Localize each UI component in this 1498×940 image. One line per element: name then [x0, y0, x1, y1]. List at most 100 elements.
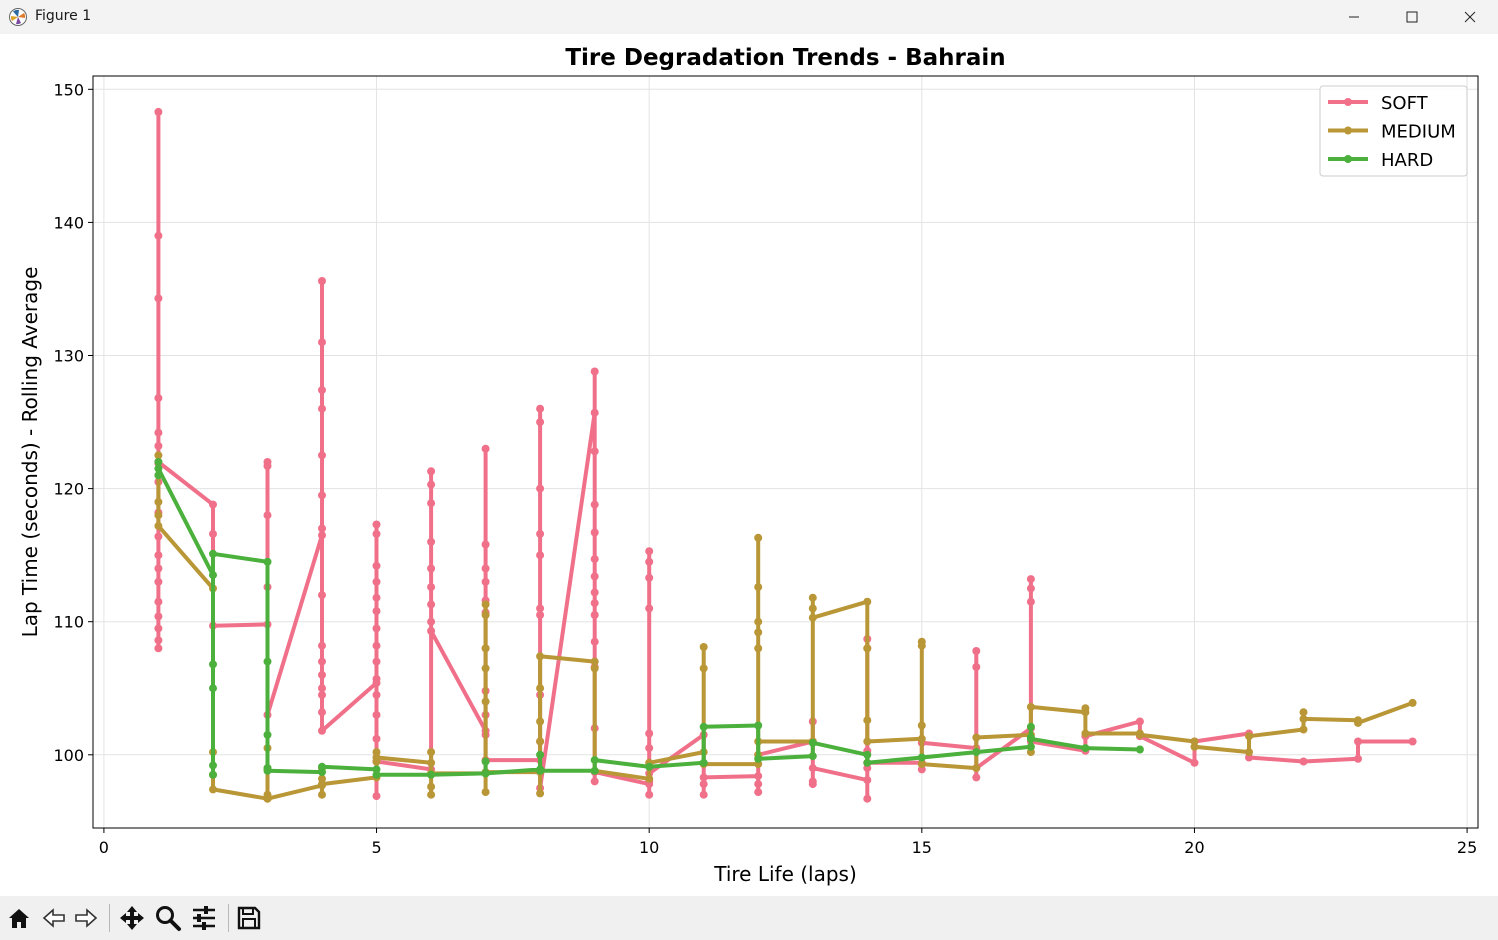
- data-point-medium: [481, 611, 490, 619]
- data-point-hard: [372, 770, 381, 779]
- data-point-soft: [372, 690, 381, 699]
- data-point-hard: [318, 762, 326, 771]
- window-titlebar: Figure 1: [0, 0, 1498, 34]
- close-button[interactable]: [1442, 0, 1498, 34]
- data-point-soft: [536, 611, 545, 619]
- save-button[interactable]: [233, 902, 265, 934]
- data-point-soft: [863, 794, 872, 803]
- legend-swatch-marker: [1344, 126, 1352, 135]
- data-point-medium: [1190, 742, 1199, 751]
- series-line-hard: [156, 460, 1142, 777]
- data-point-hard: [263, 557, 272, 566]
- window-title: Figure 1: [35, 8, 92, 24]
- data-point-medium: [1299, 725, 1308, 734]
- data-point-medium: [154, 511, 163, 520]
- data-point-medium: [917, 641, 926, 650]
- data-point-soft: [154, 644, 163, 653]
- series-hard: [154, 458, 1144, 779]
- data-point-soft: [590, 637, 599, 646]
- data-point-hard: [263, 657, 272, 666]
- data-point-hard: [863, 750, 872, 759]
- data-point-medium: [754, 617, 763, 626]
- data-point-soft: [536, 404, 545, 413]
- data-point-soft: [427, 583, 436, 592]
- data-point-soft: [372, 674, 381, 683]
- matplotlib-logo-icon: [9, 8, 27, 26]
- data-point-medium: [481, 664, 490, 673]
- data-point-soft: [318, 524, 326, 533]
- y-tick-label: 120: [53, 480, 84, 499]
- home-button[interactable]: [3, 902, 35, 934]
- data-point-soft: [372, 641, 381, 650]
- data-point-medium: [372, 753, 381, 762]
- data-point-soft: [372, 577, 381, 586]
- data-point-medium: [209, 785, 217, 794]
- data-point-soft: [1026, 575, 1035, 584]
- data-point-soft: [481, 540, 490, 549]
- data-point-medium: [1354, 718, 1362, 727]
- data-point-soft: [645, 790, 654, 799]
- zoom-icon: [156, 906, 181, 931]
- data-point-soft: [372, 529, 381, 538]
- data-point-medium: [863, 737, 872, 746]
- data-point-medium: [972, 733, 981, 742]
- data-point-soft: [209, 500, 217, 509]
- data-point-soft: [590, 611, 599, 619]
- data-point-soft: [154, 636, 163, 645]
- data-point-medium: [427, 790, 436, 799]
- data-point-hard: [972, 748, 981, 757]
- data-point-hard: [699, 758, 708, 767]
- y-tick-label: 100: [53, 746, 84, 765]
- data-point-hard: [808, 752, 817, 761]
- data-point-soft: [699, 780, 708, 789]
- data-point-soft: [427, 467, 436, 476]
- data-point-soft: [154, 532, 163, 541]
- configure-subplots-button[interactable]: [188, 902, 220, 934]
- data-point-hard: [1081, 744, 1090, 753]
- data-point-medium: [917, 760, 926, 769]
- figure-canvas: 0 5 10 15 20 25 100 110 120 130 140 150 Tire Degrada…: [0, 34, 1498, 894]
- close-icon: [1464, 11, 1476, 23]
- pan-button[interactable]: [116, 902, 148, 934]
- data-point-medium: [154, 497, 163, 506]
- x-tick-label: 10: [639, 838, 659, 857]
- data-point-hard: [1026, 722, 1035, 731]
- minimize-button[interactable]: [1326, 0, 1382, 34]
- data-point-hard: [699, 722, 708, 731]
- chart-title: Tire Degradation Trends - Bahrain: [565, 45, 1005, 71]
- data-point-soft: [645, 573, 654, 582]
- data-point-soft: [536, 604, 545, 613]
- y-tick-label: 140: [53, 213, 84, 232]
- home-icon: [9, 909, 29, 928]
- navigation-toolbar: [0, 896, 1498, 940]
- data-point-soft: [972, 773, 981, 782]
- data-point-medium: [154, 451, 163, 460]
- data-point-medium: [1026, 702, 1035, 711]
- data-point-medium: [427, 748, 436, 757]
- data-point-soft: [154, 231, 163, 240]
- data-point-soft: [645, 744, 654, 753]
- configure-subplots-icon: [193, 906, 215, 930]
- data-point-medium: [1245, 732, 1253, 741]
- data-point-soft: [372, 561, 381, 570]
- data-point-hard: [1135, 745, 1144, 754]
- back-button[interactable]: [38, 902, 70, 934]
- x-tick-label: 25: [1457, 838, 1477, 857]
- zoom-button[interactable]: [152, 902, 184, 934]
- data-point-soft: [481, 577, 490, 586]
- data-point-hard: [590, 766, 599, 775]
- data-point-soft: [154, 577, 163, 586]
- toolbar-separator: [109, 904, 110, 932]
- data-point-medium: [645, 774, 654, 783]
- forward-button[interactable]: [70, 902, 102, 934]
- data-point-medium: [808, 613, 817, 622]
- data-point-medium: [427, 782, 436, 791]
- data-point-soft: [318, 690, 326, 699]
- data-point-hard: [154, 464, 163, 473]
- data-point-hard: [209, 571, 217, 580]
- data-point-soft: [318, 708, 326, 717]
- legend-swatch-marker: [1344, 155, 1352, 163]
- legend-box: [1319, 85, 1468, 177]
- data-point-soft: [645, 557, 654, 566]
- maximize-button[interactable]: [1384, 0, 1440, 34]
